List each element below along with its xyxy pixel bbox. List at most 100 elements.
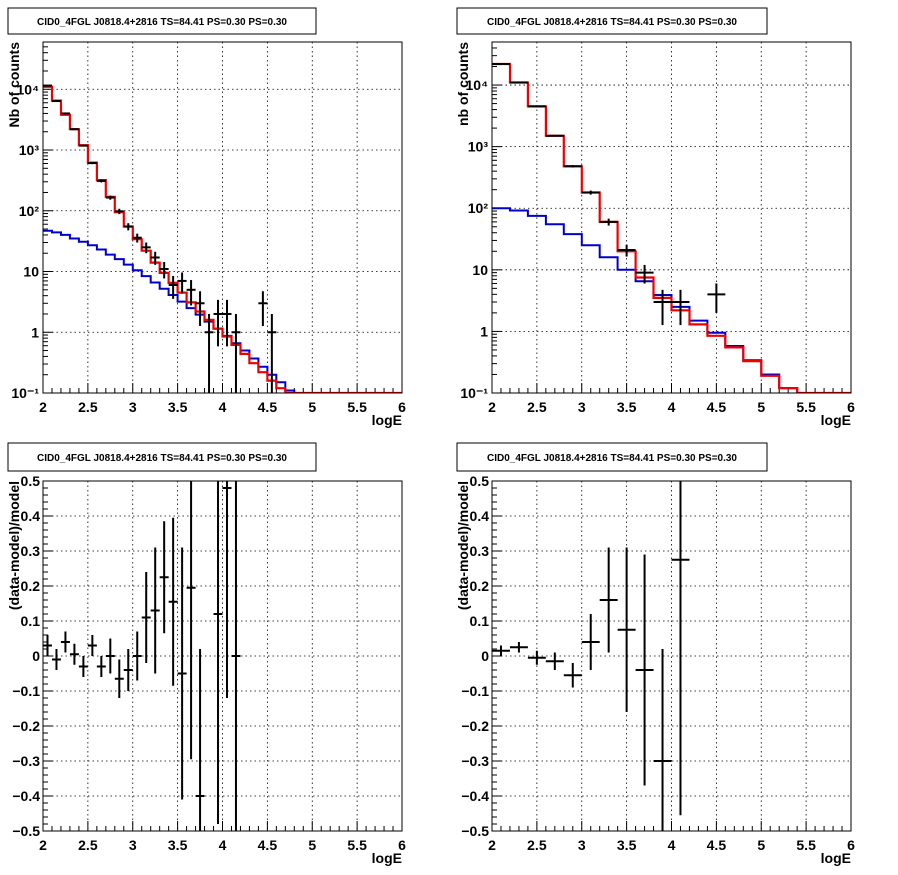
x-tick-label: 4 [668,399,676,415]
y-tick-label: −0.4 [12,788,40,804]
x-tick-label: 4 [219,837,227,853]
x-tick-label: 4.5 [258,837,278,853]
x-tick-label: 4 [219,399,227,415]
x-tick-label: 2 [39,399,47,415]
y-tick-label: 0.5 [470,473,490,489]
x-tick-label: 4 [668,837,676,853]
data-point [123,223,133,231]
residual-point [581,614,600,670]
y-tick-label: 10² [468,200,489,216]
title-box [456,7,768,35]
y-tick-label: 10 [23,264,39,280]
data-point [213,299,223,347]
residual-point [123,649,133,691]
data-point [168,275,178,299]
chart-title: CID0_4FGL J0818.4+2816 TS=84.41 PS=0.30 … [487,17,737,28]
title-box [456,442,768,472]
x-tick-label: 5.5 [796,399,816,415]
residual-point [51,649,61,670]
chart-panel-2: 2 2.5 3 3.5 4 4.5 5 5.5 6 10⁻¹ 1 10 10² 10³ 10⁴ logE nb … [455,7,855,428]
y-tick-label: 10² [19,203,40,219]
data-point [258,291,268,326]
x-axis-title: logE [372,412,402,428]
data-point [204,313,214,393]
data-point [78,144,88,147]
residual-point [545,652,564,670]
data-point [563,165,582,168]
y-tick-label: 10⁻¹ [11,385,39,401]
x-tick-label: 3 [129,399,137,415]
residual-point [87,635,97,656]
data-point [671,289,690,326]
plot-frame [42,480,403,832]
x-axis-title: logE [372,850,402,866]
residual-point [114,659,124,698]
residual-point [78,656,88,677]
x-tick-label: 5 [308,837,316,853]
y-tick-label: −0.2 [461,718,489,734]
data-point [60,112,70,115]
residual-point [635,554,654,786]
x-tick-label: 2 [39,837,47,853]
y-tick-label: 10³ [468,139,489,155]
total-model-histogram [43,85,402,393]
y-tick-label: 0.2 [470,578,490,594]
y-tick-label: 10 [472,262,488,278]
x-tick-label: 3.5 [617,399,637,415]
y-tick-label: −0.3 [12,753,40,769]
residual-point [186,481,196,760]
residual-point [43,635,52,656]
x-tick-label: 5.5 [796,837,816,853]
x-tick-label: 5.5 [347,399,367,415]
residual-point [195,649,205,831]
data-point [527,105,546,108]
y-tick-label: −0.2 [12,718,40,734]
data-point [267,313,277,393]
x-tick-label: 5 [308,399,316,415]
residual-point [563,663,582,688]
data-point [177,272,187,294]
y-tick-label: 0 [481,648,489,664]
component-model-histogram [43,229,402,393]
y-tick-label: 10⁴ [17,81,40,97]
data-point [581,190,600,195]
residual-point [492,645,510,656]
data-point [653,289,672,326]
data-point [150,251,160,265]
x-tick-label: 3 [578,837,586,853]
x-tick-label: 3.5 [617,837,637,853]
y-tick-label: 0.5 [21,473,41,489]
chart-panel-4: 2 2.5 3 3.5 4 4.5 5 5.5 6 −0.5 −0.4 −0.3 −0.2 −0.1 0 0.… [455,442,855,866]
x-tick-label: 5.5 [347,837,367,853]
title-box [7,442,317,472]
x-axis-title: logE [821,850,851,866]
chart-title: CID0_4FGL J0818.4+2816 TS=84.41 PS=0.30 … [37,17,287,28]
y-tick-label: 0.1 [470,613,490,629]
data-point [69,128,79,131]
chart-title: CID0_4FGL J0818.4+2816 TS=84.41 PS=0.30 … [37,453,287,464]
plot-data-layer [43,481,241,831]
y-tick-label: −0.5 [461,823,489,839]
data-point [51,100,61,103]
plot-data-layer [43,84,402,393]
residual-point [671,481,690,816]
residual-point [159,521,169,634]
x-tick-label: 2 [488,399,496,415]
y-tick-label: 0 [32,648,40,664]
residual-point [509,642,528,653]
x-tick-label: 6 [398,399,406,415]
y-tick-label: −0.4 [461,788,489,804]
residual-point [653,649,672,831]
x-tick-label: 3 [129,837,137,853]
x-tick-label: 2.5 [527,399,547,415]
data-point [105,195,115,200]
y-tick-label: −0.3 [461,753,489,769]
y-tick-label: 0.3 [21,543,41,559]
data-point [617,244,636,257]
plot-frame [491,480,852,832]
residual-point [222,481,232,698]
x-tick-label: 6 [398,837,406,853]
residual-point [213,481,223,824]
residual-point [132,631,142,681]
residual-point [599,547,618,653]
